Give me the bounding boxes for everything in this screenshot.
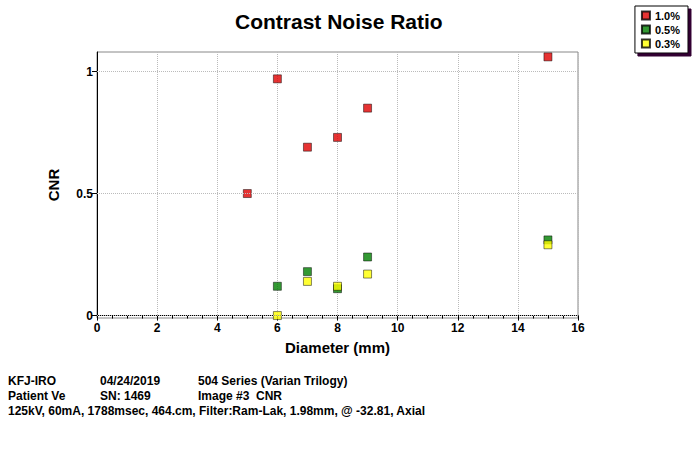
svg-text:6: 6 <box>274 321 281 335</box>
svg-text:1.0%: 1.0% <box>655 10 680 22</box>
svg-text:0.5%: 0.5% <box>655 24 680 36</box>
svg-text:504 Series (Varian Trilogy): 504 Series (Varian Trilogy) <box>198 374 347 388</box>
svg-text:10: 10 <box>391 321 405 335</box>
svg-text:14: 14 <box>511 321 525 335</box>
svg-text:1: 1 <box>86 65 93 79</box>
svg-text:0.5: 0.5 <box>76 187 93 201</box>
svg-text:0.3%: 0.3% <box>655 38 680 50</box>
svg-text:4: 4 <box>214 321 221 335</box>
svg-text:12: 12 <box>451 321 465 335</box>
svg-text:Patient Ve: Patient Ve <box>8 389 66 403</box>
svg-text:8: 8 <box>334 321 341 335</box>
svg-text:Contrast Noise Ratio: Contrast Noise Ratio <box>235 10 443 33</box>
svg-text:Image #3 CNR: Image #3 CNR <box>198 389 282 403</box>
svg-text:KFJ-IRO: KFJ-IRO <box>8 374 56 388</box>
svg-text:16: 16 <box>571 321 585 335</box>
svg-text:SN: 1469: SN: 1469 <box>100 389 151 403</box>
svg-text:0: 0 <box>86 309 93 323</box>
svg-text:Diameter (mm): Diameter (mm) <box>285 339 390 356</box>
svg-text:CNR: CNR <box>45 169 62 202</box>
svg-text:2: 2 <box>154 321 161 335</box>
svg-text:125kV, 60mA, 1788msec, 464.cm,: 125kV, 60mA, 1788msec, 464.cm, Filter:Ra… <box>8 404 425 418</box>
svg-text:04/24/2019: 04/24/2019 <box>100 374 160 388</box>
svg-text:0: 0 <box>94 321 101 335</box>
